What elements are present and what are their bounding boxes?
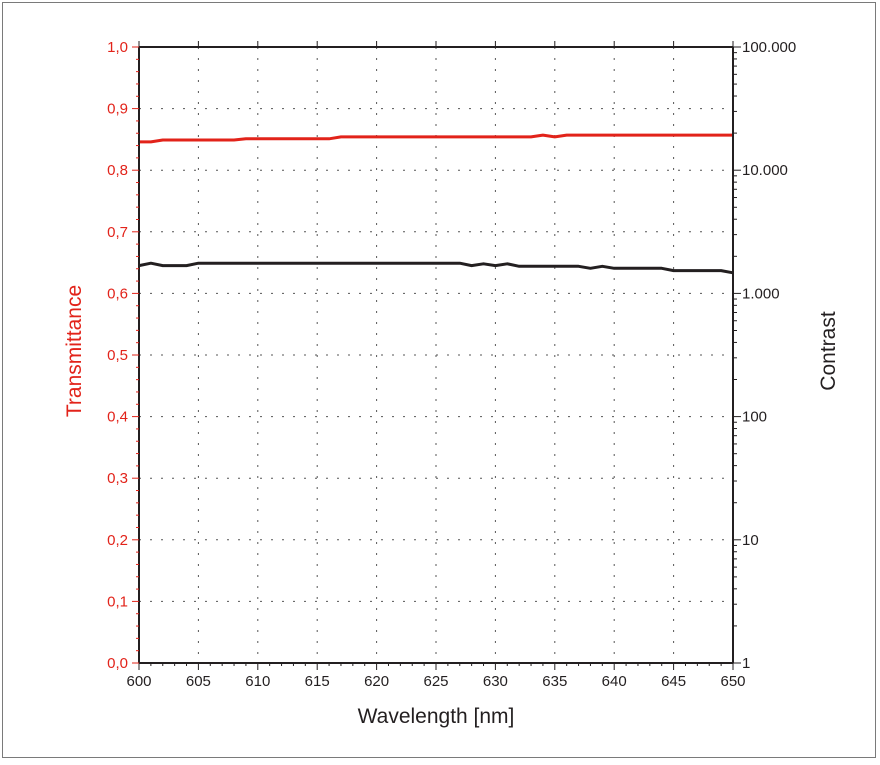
x-tick-label: 630 [483, 673, 508, 690]
y-left-tick-label: 0,1 [107, 593, 128, 610]
series-layer [138, 133, 734, 275]
x-tick-label: 610 [245, 673, 270, 690]
y-right-tick-label: 100 [742, 409, 767, 426]
y-left-tick-label: 0,4 [107, 409, 128, 426]
grid [139, 47, 733, 663]
ticks: 600 605 610 615 620 625 630 635 640 645 650 0,0 0,1 0… [107, 39, 796, 690]
y-right-tick-label: 10.000 [742, 162, 788, 179]
y-left-tick-label: 0,2 [107, 532, 128, 549]
chart: 600 605 610 615 620 625 630 635 640 645 650 0,0 0,1 0… [63, 39, 840, 728]
y-left-tick-label: 0,9 [107, 101, 128, 118]
y-left-axis-title: Transmittance [63, 285, 86, 417]
x-tick-label: 640 [602, 673, 627, 690]
y-left-tick-label: 0,5 [107, 347, 128, 364]
x-tick-label: 635 [542, 673, 567, 690]
y-left-tick-label: 1,0 [107, 39, 128, 56]
y-left-tick-label: 0,8 [107, 162, 128, 179]
x-tick-label: 615 [305, 673, 330, 690]
x-tick-label: 625 [423, 673, 448, 690]
y-right-tick-label: 10 [742, 532, 759, 549]
y-left-tick-label: 0,0 [107, 655, 128, 672]
x-tick-label: 605 [186, 673, 211, 690]
y-left-tick-label: 0,7 [107, 224, 128, 241]
y-right-tick-label: 1 [742, 655, 750, 672]
y-right-axis-title: Contrast [817, 311, 840, 391]
x-tick-label: 600 [126, 673, 151, 690]
x-tick-label: 620 [364, 673, 389, 690]
y-right-tick-label: 100.000 [742, 39, 796, 56]
x-tick-label: 650 [720, 673, 745, 690]
y-right-tick-label: 1.000 [742, 285, 780, 302]
y-left-tick-label: 0,6 [107, 285, 128, 302]
x-tick-label: 645 [661, 673, 686, 690]
series-line-1 [139, 133, 733, 144]
x-axis-title: Wavelength [nm] [358, 705, 515, 728]
series-line-2 [138, 261, 734, 275]
y-left-tick-label: 0,3 [107, 470, 128, 487]
